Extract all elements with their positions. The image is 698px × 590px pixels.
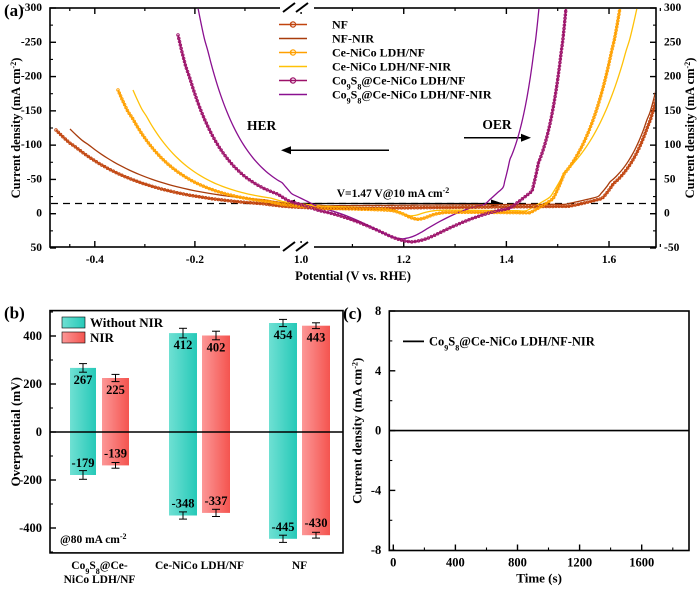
- svg-text:(b): (b): [4, 304, 25, 323]
- svg-text:HER: HER: [247, 118, 277, 133]
- svg-text:412: 412: [174, 338, 193, 352]
- svg-text:100: 100: [664, 139, 682, 151]
- svg-text:454: 454: [274, 328, 294, 342]
- svg-text:Current density (mA cm-2): Current density (mA cm-2): [683, 58, 698, 199]
- svg-text:Overpotential (mV): Overpotential (mV): [8, 377, 23, 486]
- svg-text:200: 200: [23, 377, 42, 391]
- svg-text:-250: -250: [21, 36, 42, 48]
- svg-text:(c): (c): [343, 304, 362, 323]
- svg-text:NF: NF: [292, 560, 307, 572]
- svg-text:Potential (V vs. RHE): Potential (V vs. RHE): [295, 269, 411, 283]
- svg-text:-445: -445: [272, 520, 295, 534]
- svg-text:Ce-NiCo LDH/NF: Ce-NiCo LDH/NF: [155, 560, 244, 572]
- svg-text:225: 225: [106, 383, 125, 397]
- svg-text:-337: -337: [205, 494, 228, 508]
- svg-text:-0.4: -0.4: [86, 254, 104, 266]
- svg-text:Current density (mA cm-2): Current density (mA cm-2): [9, 58, 24, 199]
- svg-text:0: 0: [375, 424, 381, 438]
- svg-text:-430: -430: [305, 516, 328, 530]
- svg-text:-100: -100: [21, 139, 42, 151]
- svg-text:8: 8: [375, 304, 381, 318]
- svg-text:NiCo LDH/NF: NiCo LDH/NF: [64, 574, 136, 586]
- svg-text:1200: 1200: [567, 556, 592, 570]
- svg-text:300: 300: [664, 2, 682, 14]
- svg-text:-50: -50: [27, 173, 43, 185]
- svg-text:200: 200: [664, 71, 682, 83]
- svg-text:4: 4: [375, 364, 382, 378]
- svg-text:-139: -139: [104, 446, 127, 460]
- svg-text:400: 400: [446, 556, 465, 570]
- svg-text:0: 0: [390, 556, 396, 570]
- svg-text:0: 0: [36, 425, 42, 439]
- svg-text:-150: -150: [21, 105, 42, 117]
- svg-text:402: 402: [207, 341, 226, 355]
- svg-text:800: 800: [508, 556, 527, 570]
- svg-text:400: 400: [23, 329, 42, 343]
- svg-text:NF: NF: [332, 18, 348, 32]
- svg-text:Current density (mA cm-2): Current density (mA cm-2): [349, 358, 364, 504]
- svg-text:50: 50: [31, 242, 43, 254]
- svg-text:-4: -4: [371, 483, 382, 497]
- svg-text:1.0: 1.0: [294, 254, 309, 266]
- svg-text:-400: -400: [19, 521, 42, 535]
- svg-text:Without NIR: Without NIR: [90, 315, 164, 330]
- svg-text:-0.2: -0.2: [186, 254, 204, 266]
- svg-text:Time (s): Time (s): [516, 571, 562, 586]
- svg-text:-200: -200: [21, 71, 42, 83]
- svg-text:150: 150: [664, 105, 682, 117]
- svg-text:-179: -179: [72, 456, 95, 470]
- svg-text:OER: OER: [482, 117, 512, 132]
- svg-text:1.4: 1.4: [499, 254, 514, 266]
- svg-text:1.2: 1.2: [397, 254, 412, 266]
- svg-text:-300: -300: [21, 2, 42, 14]
- svg-text:Ce-NiCo LDH/NF: Ce-NiCo LDH/NF: [332, 46, 425, 60]
- svg-text:V=1.47 V@10 mA cm-2: V=1.47 V@10 mA cm-2: [337, 186, 450, 201]
- svg-text:1.6: 1.6: [602, 254, 617, 266]
- svg-text:267: 267: [74, 373, 93, 387]
- svg-text:NF-NIR: NF-NIR: [332, 32, 374, 46]
- svg-text:443: 443: [307, 331, 326, 345]
- svg-text:0: 0: [664, 208, 670, 220]
- svg-text:@80 mA cm-2: @80 mA cm-2: [60, 531, 127, 546]
- svg-text:-8: -8: [371, 543, 381, 557]
- svg-text:0: 0: [36, 208, 42, 220]
- svg-text:250: 250: [664, 36, 682, 48]
- svg-text:-348: -348: [172, 497, 195, 511]
- svg-text:NIR: NIR: [90, 330, 114, 345]
- svg-text:-50: -50: [664, 242, 680, 254]
- svg-text:Ce-NiCo LDH/NF-NIR: Ce-NiCo LDH/NF-NIR: [332, 60, 451, 74]
- svg-text:50: 50: [664, 173, 676, 185]
- svg-text:1600: 1600: [629, 556, 654, 570]
